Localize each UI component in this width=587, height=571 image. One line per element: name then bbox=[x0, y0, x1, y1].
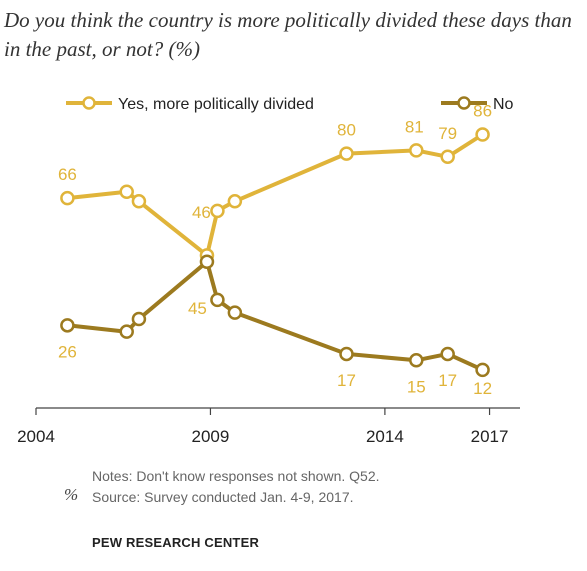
x-tick-label: 2004 bbox=[17, 427, 55, 446]
data-point-no bbox=[475, 362, 490, 378]
data-label-no: 17 bbox=[438, 371, 457, 390]
data-point-no bbox=[199, 254, 215, 269]
data-point-no bbox=[119, 324, 134, 339]
data-label-yes: 46 bbox=[192, 203, 211, 222]
data-point-yes bbox=[440, 149, 455, 165]
data-label-no: 17 bbox=[337, 371, 356, 390]
data-point-yes bbox=[60, 190, 75, 206]
data-point-no bbox=[339, 346, 354, 362]
data-point-yes bbox=[475, 127, 490, 142]
data-point-yes bbox=[339, 146, 354, 161]
data-label-no: 45 bbox=[188, 299, 207, 318]
series-line-yes bbox=[67, 132, 484, 258]
data-label-yes: 66 bbox=[58, 165, 77, 184]
data-labels: 66 46 80 81 79 86 26 45 17 15 17 12 bbox=[58, 102, 492, 398]
x-tick-label: 2017 bbox=[471, 427, 509, 446]
legend-label: No bbox=[493, 96, 514, 113]
data-point-no bbox=[409, 353, 424, 368]
data-point-no bbox=[440, 346, 455, 362]
legend-label: Yes, more politically divided bbox=[118, 96, 314, 113]
data-point-yes bbox=[409, 143, 424, 158]
series-line-no bbox=[67, 259, 484, 372]
percent-icon: % bbox=[64, 485, 79, 504]
data-point-yes bbox=[210, 203, 225, 219]
data-point-yes bbox=[227, 194, 243, 209]
x-tick-label: 2009 bbox=[192, 427, 230, 446]
data-label-yes: 80 bbox=[337, 121, 356, 140]
data-point-no bbox=[227, 305, 243, 320]
source-line: Source: Survey conducted Jan. 4-9, 2017. bbox=[92, 489, 354, 505]
line-chart: Yes, more politically divided No 2004 2009… bbox=[17, 96, 520, 446]
data-label-yes: 79 bbox=[438, 124, 457, 143]
notes: Notes: Don't know responses not shown. Q… bbox=[92, 466, 380, 508]
data-label-no: 26 bbox=[58, 342, 77, 361]
x-tick-label: 2014 bbox=[366, 427, 404, 446]
data-label-no: 12 bbox=[473, 379, 492, 398]
notes-line: Notes: Don't know responses not shown. Q… bbox=[92, 468, 380, 484]
legend: Yes, more politically divided No bbox=[66, 96, 514, 113]
chart-title: Do you think the country is more politic… bbox=[4, 8, 572, 61]
x-axis-ticks: 2004 2009 2014 2017 bbox=[17, 408, 508, 446]
data-point-yes bbox=[119, 184, 134, 200]
data-label-yes: 86 bbox=[473, 102, 492, 121]
series-lines bbox=[67, 132, 484, 372]
data-label-no: 15 bbox=[407, 377, 426, 396]
legend-swatch-marker bbox=[457, 96, 471, 110]
data-label-yes: 81 bbox=[405, 117, 424, 136]
legend-swatch-marker bbox=[82, 96, 96, 110]
source-organization: PEW RESEARCH CENTER bbox=[92, 535, 260, 550]
data-point-no bbox=[60, 318, 75, 333]
data-point-no bbox=[131, 311, 147, 327]
data-point-yes bbox=[131, 194, 147, 209]
series-points bbox=[60, 127, 490, 378]
data-point-no bbox=[210, 292, 225, 308]
